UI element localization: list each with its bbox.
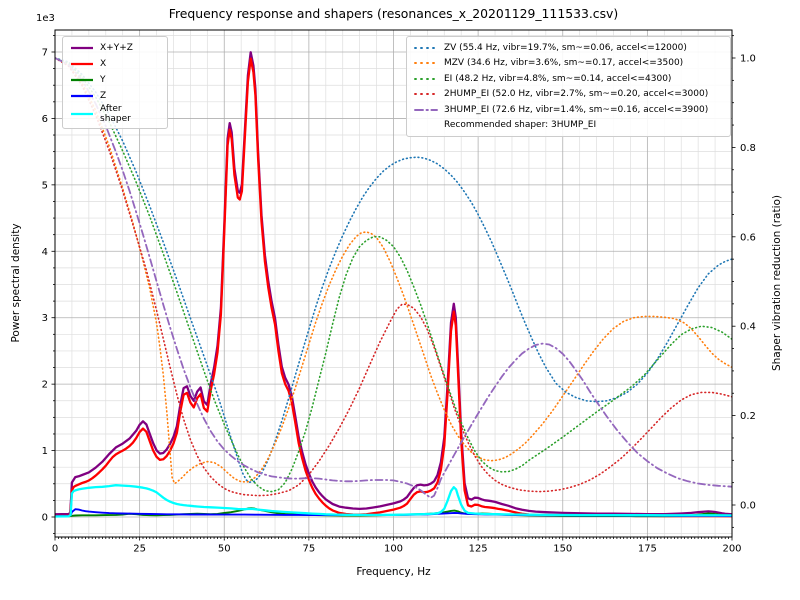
y-right-tick-label: 0.0 — [740, 501, 756, 512]
curves — [55, 51, 732, 518]
legend-line-sample-icon — [71, 46, 93, 50]
y-right-tick-label: 1.0 — [740, 54, 756, 65]
ticks — [51, 34, 736, 541]
legend-label-1: MZV (34.6 Hz, vibr=3.6%, sm~=0.17, accel… — [444, 58, 684, 69]
legend-item: X+Y+Z — [70, 40, 160, 56]
recommended-shaper-note: Recommended shaper: 3HUMP_EI — [444, 120, 597, 131]
x-axis-label: Frequency, Hz — [356, 566, 431, 578]
x-tick-label: 150 — [553, 544, 572, 555]
y-right-tick-label: 0.8 — [740, 143, 756, 154]
legend-item: 3HUMP_EI (72.6 Hz, vibr=1.4%, sm~=0.16, … — [414, 102, 723, 118]
y-left-tick-label: 5 — [42, 180, 48, 191]
y-right-tick-label: 0.4 — [740, 322, 756, 333]
legend-line-sample-icon — [414, 93, 438, 96]
series-zv — [55, 57, 732, 484]
y-axis-label-left: Power spectral density — [10, 223, 22, 343]
x-tick-label: 125 — [469, 544, 488, 555]
x-tick-label: 25 — [133, 544, 146, 555]
series-ei — [55, 57, 732, 493]
x-tick-label: 200 — [722, 544, 741, 555]
y-right-tick-label: 0.2 — [740, 411, 756, 422]
y-left-tick-label: 3 — [42, 313, 48, 324]
x-tick-label: 100 — [384, 544, 403, 555]
y-axis-offset-text: 1e3 — [36, 13, 55, 24]
x-tick-label: 75 — [303, 544, 316, 555]
legend-item: 2HUMP_EI (52.0 Hz, vibr=2.7%, sm~=0.20, … — [414, 87, 723, 103]
legend-line-sample-icon — [414, 77, 438, 80]
legend-item: Z — [70, 88, 160, 104]
legend-label-4: 3HUMP_EI (72.6 Hz, vibr=1.4%, sm~=0.16, … — [444, 104, 709, 115]
legend-line-sample-icon — [414, 46, 438, 49]
legend-label-0: ZV (55.4 Hz, vibr=19.7%, sm~=0.06, accel… — [444, 42, 687, 53]
series-mzv — [55, 57, 732, 485]
legend-label-0: X+Y+Z — [100, 42, 133, 53]
legend-item: EI (48.2 Hz, vibr=4.8%, sm~=0.14, accel<… — [414, 71, 723, 87]
y-left-tick-label: 7 — [42, 48, 48, 59]
legend-line-sample-icon — [71, 62, 93, 66]
legend-line-sample-icon — [71, 94, 93, 98]
y-left-tick-label: 6 — [42, 114, 48, 125]
series-2hump-ei — [55, 57, 732, 497]
x-tick-label: 0 — [52, 544, 58, 555]
legend-item: MZV (34.6 Hz, vibr=3.6%, sm~=0.17, accel… — [414, 56, 723, 72]
legend-label-3: Z — [100, 90, 107, 101]
y-left-tick-label: 1 — [42, 446, 48, 457]
legend-label-3: 2HUMP_EI (52.0 Hz, vibr=2.7%, sm~=0.20, … — [444, 89, 709, 100]
legend-line-sample-icon — [71, 78, 93, 82]
y-right-tick-label: 0.6 — [740, 232, 756, 243]
legend-line-sample-icon — [414, 108, 438, 111]
legend-item: Y — [70, 72, 160, 88]
y-axis-label-right: Shaper vibration reduction (ratio) — [771, 194, 783, 372]
legend-label-4: After shaper — [100, 104, 131, 125]
x-tick-label: 175 — [638, 544, 657, 555]
legend-right: ZV (55.4 Hz, vibr=19.7%, sm~=0.06, accel… — [406, 36, 731, 137]
series-after-shaper — [55, 484, 732, 518]
y-left-tick-label: 0 — [42, 513, 48, 524]
legend-line-sample-icon — [414, 62, 438, 65]
legend-note-row: Recommended shaper: 3HUMP_EI — [414, 118, 723, 134]
legend-label-2: EI (48.2 Hz, vibr=4.8%, sm~=0.14, accel<… — [444, 73, 672, 84]
legend-item: X — [70, 56, 160, 72]
legend-item: After shaper — [70, 104, 160, 125]
y-left-tick-label: 4 — [42, 247, 48, 258]
y-left-tick-label: 2 — [42, 380, 48, 391]
legend-left: X+Y+Z X Y Z After shaper — [62, 36, 168, 129]
legend-label-1: X — [100, 58, 107, 69]
legend-label-2: Y — [100, 74, 106, 85]
x-tick-label: 50 — [218, 544, 231, 555]
legend-line-sample-icon — [71, 113, 93, 116]
chart-title: Frequency response and shapers (resonanc… — [168, 6, 619, 21]
legend-item: ZV (55.4 Hz, vibr=19.7%, sm~=0.06, accel… — [414, 40, 723, 56]
series-3hump-ei — [55, 57, 732, 499]
series-x — [55, 57, 732, 518]
